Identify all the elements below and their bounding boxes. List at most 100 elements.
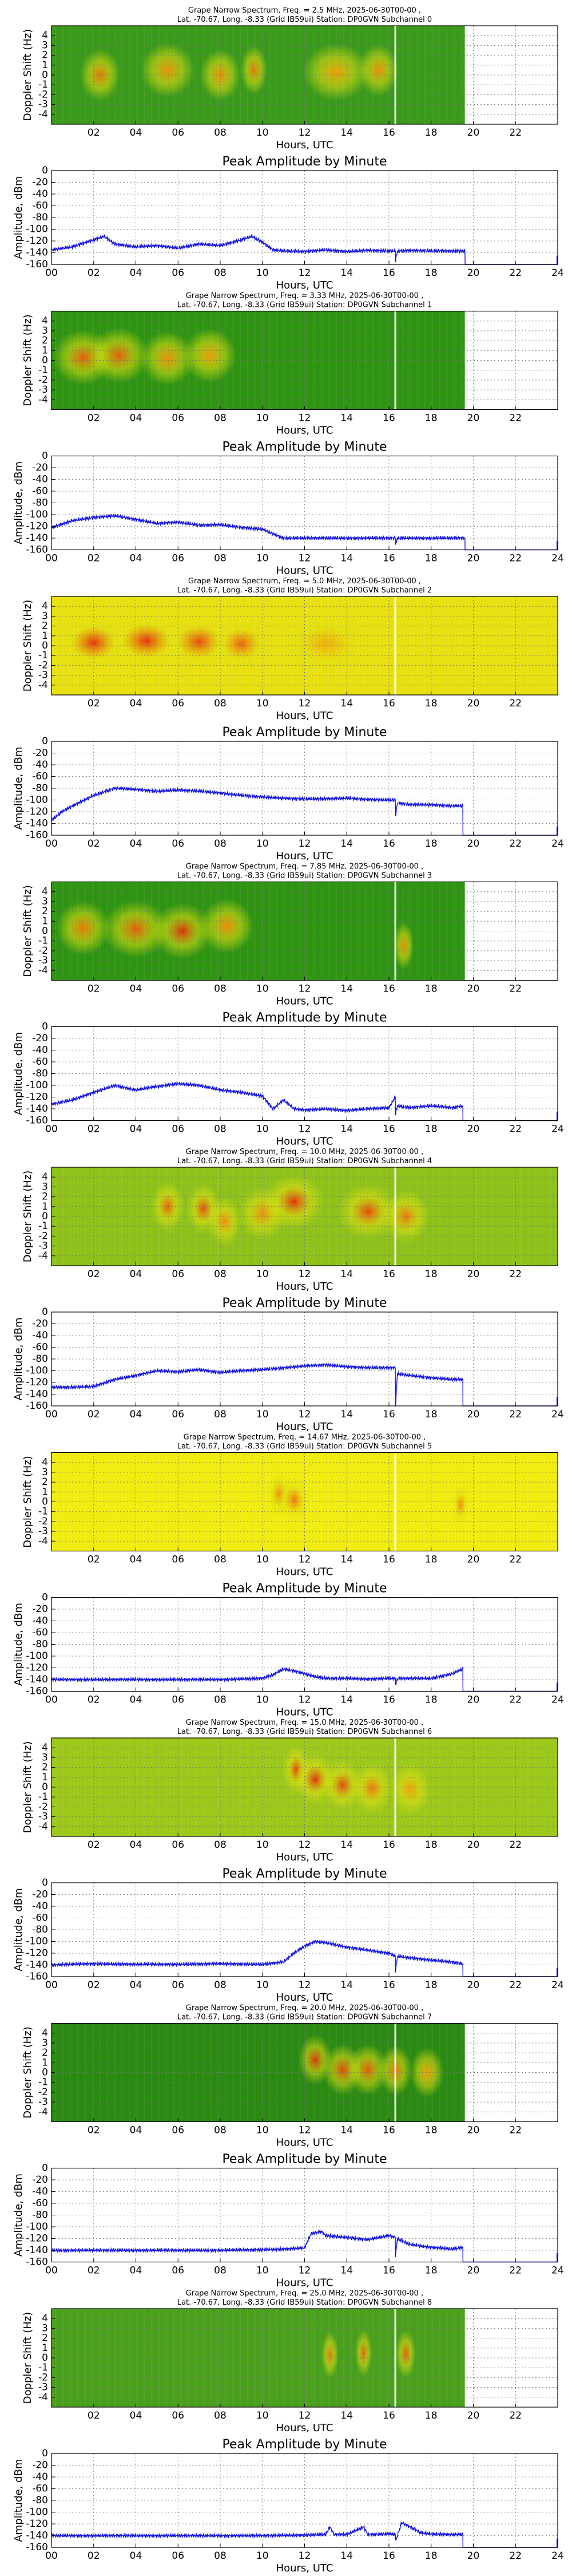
x-tick-label: 18 [425,267,438,279]
y-tick-label: -60 [32,1342,48,1353]
spectrogram-hotspot [352,1762,392,1814]
y-tick-label: -1 [38,1506,48,1518]
x-tick-label: 12 [299,1409,311,1420]
x-tick-label: 20 [467,1839,480,1851]
y-tick-label: -120 [26,1662,48,1674]
amplitude-chart-9: Peak Amplitude by Minute 00 02 04 06 08 10 12 14… [13,1296,564,1433]
x-tick-label: 18 [425,413,438,424]
x-tick-label: 14 [340,2125,353,2136]
x-tick-label: 06 [172,1839,184,1851]
y-tick-label: -80 [32,497,48,509]
x-tick-label: 20 [467,2410,480,2421]
y-tick-label: -2 [38,1801,48,1812]
y-tick-label: -1 [38,1220,48,1232]
y-tick-label: -4 [38,1535,48,1547]
spectrogram-hotspot [358,44,399,96]
y-tick-label: -1 [38,1791,48,1803]
spectrogram-hotspot [207,615,275,673]
y-tick-label: 3 [42,2322,48,2334]
amplitude-series-line [51,1081,558,1121]
x-tick-label: 20 [467,1980,480,1991]
y-tick-label: -100 [26,2507,48,2518]
y-tick-label: 0 [42,1021,48,1033]
x-tick-label: 04 [130,127,142,139]
y-tick-label: -160 [26,1115,48,1127]
y-tick-label: -3 [38,1526,48,1537]
amplitude-title: Peak Amplitude by Minute [222,155,387,169]
spectrogram-hotspot [321,2331,339,2379]
spectrogram-4: Grape Narrow Spectrum, Freq. = 5.0 MHz, … [22,577,558,722]
y-tick-label: -20 [32,2174,48,2186]
x-tick-label: 18 [425,1980,438,1991]
spectrogram-subtitle: Lat. -70.67, Long. -8.33 (Grid IB59ui) S… [177,872,432,880]
y-tick-label: 3 [42,1467,48,1478]
y-tick-label: 1 [42,2342,48,2354]
x-tick-label: 16 [383,1409,395,1420]
x-tick-label: 08 [214,2265,227,2277]
y-tick-label: 4 [42,1171,48,1183]
x-tick-label: 16 [383,1694,395,1706]
x-tick-label: 04 [130,2265,142,2277]
spectrogram-hotspot [140,331,195,386]
y-axis-label: Amplitude, dBm [13,747,25,830]
y-tick-label: -60 [32,200,48,212]
x-tick-label: 18 [425,1269,438,1280]
y-axis-label: Amplitude, dBm [13,1032,25,1115]
y-tick-label: -100 [26,509,48,520]
y-tick-label: 2 [42,1476,48,1488]
x-tick-label: 16 [383,2125,395,2136]
x-tick-label: 08 [214,553,227,564]
y-axis-label: Amplitude, dBm [13,1888,25,1971]
y-tick-label: 0 [42,165,48,176]
y-axis-label: Doppler Shift (Hz) [22,314,34,406]
x-tick-label: 10 [256,127,269,139]
x-tick-label: 22 [509,413,522,424]
amplitude-chart-11: Peak Amplitude by Minute 00 02 04 06 08 10 12 14… [13,1582,564,1718]
x-tick-label: 20 [467,1409,480,1420]
y-tick-label: -4 [38,394,48,405]
x-tick-label: 06 [172,1694,184,1706]
x-tick-label: 16 [383,1124,395,1135]
x-tick-label: 04 [130,1269,142,1280]
x-tick-label: 12 [299,1124,311,1135]
y-tick-label: -20 [32,1318,48,1330]
x-tick-label: 18 [425,983,438,995]
y-tick-label: -120 [26,2233,48,2245]
x-tick-label: 18 [425,2125,438,2136]
y-tick-label: -120 [26,2518,48,2530]
y-tick-label: -20 [32,1889,48,1901]
spectrogram-hotspot [240,45,268,95]
x-tick-label: 08 [214,1554,227,1566]
y-tick-label: 0 [42,2448,48,2459]
y-tick-label: -40 [32,474,48,485]
x-tick-label: 02 [88,983,100,995]
y-tick-label: -140 [26,1389,48,1400]
y-tick-label: 0 [42,1496,48,1508]
y-tick-label: -40 [32,2186,48,2198]
x-tick-label: 12 [299,2125,311,2136]
x-tick-label: 02 [88,2265,100,2277]
y-tick-label: 3 [42,896,48,907]
y-tick-label: 3 [42,325,48,337]
spectrogram-hotspot [88,327,150,384]
x-tick-label: 04 [130,838,142,850]
spectrogram-title: Grape Narrow Spectrum, Freq. = 7.85 MHz,… [186,863,423,871]
x-tick-label: 14 [340,2550,353,2562]
x-axis-label: Hours, UTC [276,1851,333,1863]
y-tick-label: -1 [38,2362,48,2373]
x-tick-label: 06 [172,1980,184,1991]
x-tick-label: 18 [425,1409,438,1420]
spectrogram-plot-area [51,1452,558,1551]
x-tick-label: 20 [467,2125,480,2136]
spectrogram-hotspot [302,44,370,101]
x-tick-label: 24 [551,1694,564,1706]
y-tick-label: 4 [42,600,48,612]
x-tick-label: 22 [509,1124,522,1135]
x-tick-label: 18 [425,838,438,850]
y-tick-label: 2 [42,50,48,61]
spectrogram-hotspot [355,2329,372,2377]
y-tick-label: -80 [32,1068,48,1080]
spectrogram-title: Grape Narrow Spectrum, Freq. = 3.33 MHz,… [186,292,423,301]
y-axis-label: Doppler Shift (Hz) [22,600,34,692]
y-tick-label: -3 [38,384,48,396]
